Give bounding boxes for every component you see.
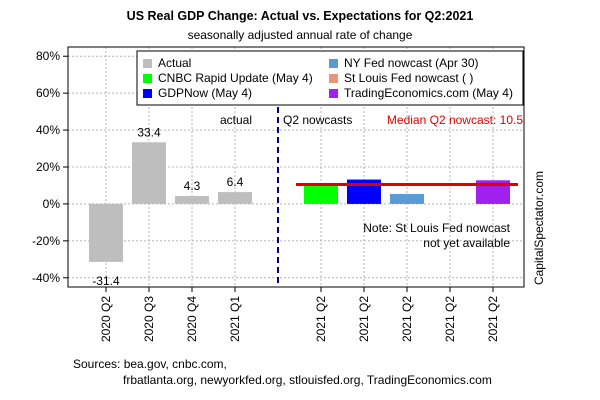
y-tick-label: -40% xyxy=(32,271,60,285)
median-label: Median Q2 nowcast: 10.5 xyxy=(387,113,523,127)
x-tick-label: 2021 Q2 xyxy=(443,296,457,342)
x-tick-label: 2021 Q1 xyxy=(228,296,242,342)
legend-swatch xyxy=(143,89,152,98)
legend-label: St Louis Fed nowcast ( ) xyxy=(344,71,473,85)
bar-value-label: 33.4 xyxy=(137,125,161,139)
legend-swatch xyxy=(329,59,338,68)
bar-value-label: 6.4 xyxy=(227,175,244,189)
bar xyxy=(175,195,209,204)
y-tick-label: 20% xyxy=(36,160,60,174)
bars: -31.4 33.4 4.3 6.4 xyxy=(89,107,518,288)
y-tick-label: 60% xyxy=(36,86,60,100)
bar xyxy=(218,192,252,204)
bar xyxy=(476,180,510,204)
x-tick-label: 2020 Q2 xyxy=(99,296,113,342)
note-line-2: not yet available xyxy=(423,236,510,250)
note-line-1: Note: St Louis Fed nowcast xyxy=(363,221,510,235)
legend-label: Actual xyxy=(158,56,191,70)
x-tick-label: 2021 Q2 xyxy=(400,296,414,342)
x-tick-label: 2020 Q3 xyxy=(142,296,156,342)
axes: -40% -20% 0% 20% 40% 60% 80% 2020 Q2 2020 Q3 2020… xyxy=(32,46,525,342)
bar-value-label: 4.3 xyxy=(184,179,201,193)
legend-label: CNBC Rapid Update (May 4) xyxy=(158,71,313,85)
chart-title: US Real GDP Change: Actual vs. Expectati… xyxy=(127,9,474,23)
bar-value-label: -31.4 xyxy=(92,274,120,288)
x-tick-label: 2021 Q2 xyxy=(314,296,328,342)
x-tick-label: 2021 Q2 xyxy=(486,296,500,342)
legend-swatch xyxy=(329,74,338,83)
bar xyxy=(304,185,338,204)
bar xyxy=(132,142,166,204)
x-tick-label: 2021 Q2 xyxy=(357,296,371,342)
legend-swatch xyxy=(143,74,152,83)
legend-swatch xyxy=(329,89,338,98)
bar xyxy=(89,203,123,262)
sources-line-2: frbatlanta.org, newyorkfed.org, stlouisf… xyxy=(123,373,492,387)
legend-label: TradingEconomics.com (May 4) xyxy=(344,86,513,100)
chart-subtitle: seasonally adjusted annual rate of chang… xyxy=(188,28,413,42)
annotation-actual: actual xyxy=(220,113,252,127)
y-tick-label: 80% xyxy=(36,49,60,63)
y-tick-label: 40% xyxy=(36,123,60,137)
annotation-q2-nowcasts: Q2 nowcasts xyxy=(283,113,352,127)
bar xyxy=(390,193,424,204)
legend-label: GDPNow (May 4) xyxy=(158,86,252,100)
legend-swatch xyxy=(143,59,152,68)
y-tick-label: -20% xyxy=(32,234,60,248)
y-tick-label: 0% xyxy=(43,197,61,211)
sources-line-1: Sources: bea.gov, cnbc.com, xyxy=(73,357,227,371)
legend-label: NY Fed nowcast (Apr 30) xyxy=(344,56,479,70)
x-tick-label: 2020 Q4 xyxy=(185,296,199,342)
watermark: CapitalSpectator.com xyxy=(532,171,546,285)
